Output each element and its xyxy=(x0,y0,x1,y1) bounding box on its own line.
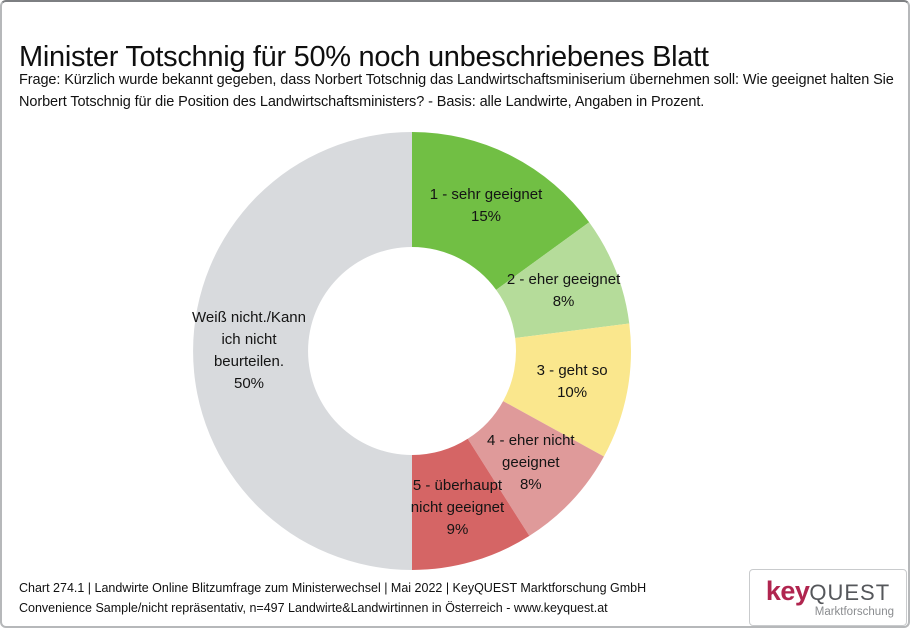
donut-segment-6 xyxy=(193,132,412,570)
question-text-line2: Norbert Totschnig für die Position des L… xyxy=(19,94,705,110)
logo-quest-text: QUEST xyxy=(809,579,891,605)
donut-segment-1 xyxy=(412,132,590,290)
source-footer-line2: Convenience Sample/nicht repräsentativ, … xyxy=(19,601,608,615)
keyquest-logo: keyQUEST Marktforschung xyxy=(749,569,907,626)
donut-segment-2 xyxy=(496,222,630,338)
donut-segment-4 xyxy=(467,401,604,536)
page-title: Minister Totschnig für 50% noch unbeschr… xyxy=(19,41,709,74)
donut-segment-5 xyxy=(412,438,530,570)
source-footer: Chart 274.1 | Landwirte Online Blitzumfr… xyxy=(19,578,646,618)
keyquest-logo-wordmark: keyQUEST xyxy=(765,575,891,606)
question-text-line1: Frage: Kürzlich wurde bekannt gegeben, d… xyxy=(19,72,894,88)
logo-tagline: Marktforschung xyxy=(814,605,894,618)
donut-segment-3 xyxy=(503,323,631,457)
source-footer-line1: Chart 274.1 | Landwirte Online Blitzumfr… xyxy=(19,581,647,595)
question-text: Frage: Kürzlich wurde bekannt gegeben, d… xyxy=(19,69,901,113)
logo-key-text: key xyxy=(765,575,810,606)
